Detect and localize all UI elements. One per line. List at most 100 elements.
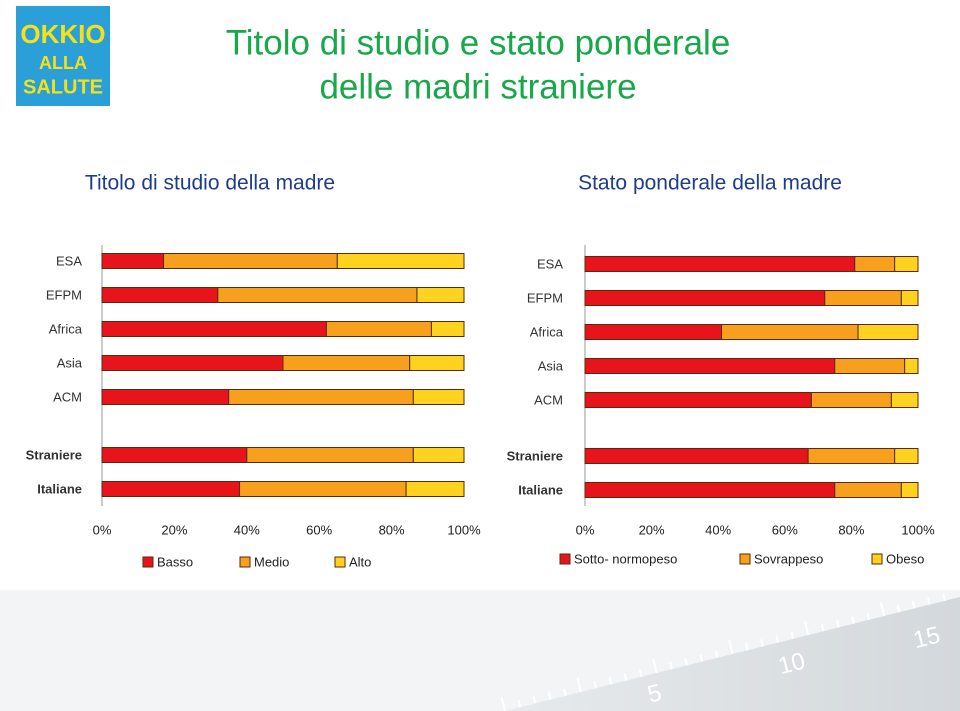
category-label: Africa [49, 321, 83, 336]
category-label: ESA [537, 256, 563, 271]
bar-segment [101, 389, 230, 405]
category-label: ACM [53, 389, 82, 404]
ruler-tick [851, 616, 855, 624]
ruler-label: 10 [775, 648, 807, 681]
x-tick-label: 100% [901, 522, 935, 537]
legend-label: Alto [349, 554, 371, 569]
bar-segment [900, 290, 919, 306]
ruler-tick [866, 612, 870, 621]
category-label: ESA [56, 253, 82, 268]
bar-segment [163, 253, 338, 269]
category-label: Asia [538, 358, 564, 373]
bar-segment [101, 253, 165, 269]
category-label: EFPM [527, 290, 563, 305]
bar-segment [894, 256, 919, 272]
logo: OKKIO ALLA SALUTE [16, 6, 110, 106]
category-label: ACM [534, 392, 563, 407]
bar-segment [101, 321, 327, 337]
legend-swatch [559, 553, 571, 565]
x-tick-label: 20% [639, 522, 665, 537]
bar-segment [584, 358, 836, 374]
ruler-tick [714, 650, 719, 659]
ruler-tick [745, 642, 749, 651]
category-label: Straniere [507, 448, 563, 463]
ruler-tick [652, 658, 658, 674]
x-tick-label: 60% [772, 522, 798, 537]
bar-segment [405, 481, 465, 497]
legend-label: Sotto- normopeso [574, 551, 677, 566]
category-label: EFPM [46, 287, 82, 302]
slide-title: Titolo di studio e stato ponderale [226, 23, 731, 62]
bar-segment [416, 287, 465, 303]
category-label: Italiane [37, 481, 82, 496]
ruler-tick [669, 661, 673, 670]
ruler-shade [0, 590, 960, 711]
legend-label: Medio [254, 554, 289, 569]
legend-swatch [239, 556, 251, 568]
ruler-tick [728, 639, 734, 655]
x-tick-label: 80% [379, 522, 405, 537]
legend-label: Sovrappeso [754, 551, 823, 566]
x-tick-label: 60% [306, 522, 332, 537]
category-label: Africa [530, 324, 564, 339]
bar-segment [584, 448, 809, 464]
chart: Titolo di studio della madre 0% 20% 40% 60% 8… [26, 172, 481, 570]
ruler-tick [775, 635, 779, 643]
legend-label: Obeso [886, 551, 924, 566]
bar-segment [721, 324, 859, 340]
category-label: Straniere [26, 447, 82, 462]
logo-text: ALLA [39, 53, 87, 73]
category-label: Italiane [518, 482, 563, 497]
bar-segment [412, 389, 465, 405]
bar-segment [239, 481, 407, 497]
x-tick-label: 0% [93, 522, 112, 537]
ruler-tick [879, 601, 886, 617]
bar-segment [101, 355, 284, 371]
chart: Stato ponderale della madre 0% 20% 40% 60% 80… [507, 172, 935, 567]
ruler-tick [547, 692, 552, 700]
x-tick-label: 80% [838, 522, 864, 537]
logo-text: OKKIO [20, 19, 105, 49]
legend-swatch [739, 553, 751, 565]
bar-segment [584, 392, 812, 408]
ruler-tick [699, 654, 704, 662]
bar-segment [584, 290, 826, 306]
bar-segment [336, 253, 465, 269]
bar-segment [834, 482, 902, 498]
bar-segment [807, 448, 896, 464]
ruler-tick [790, 631, 795, 640]
ruler-tick [608, 677, 613, 685]
ruler-tick [638, 669, 643, 678]
ruler-tick [576, 677, 582, 693]
ruler-tick [942, 593, 946, 602]
bar-segment [246, 447, 414, 463]
logo-box [16, 6, 110, 106]
bar-segment [894, 448, 919, 464]
logo-text: SALUTE [23, 76, 103, 98]
ruler-tick [623, 673, 628, 681]
bar-segment [854, 256, 896, 272]
ruler-tick [593, 680, 597, 689]
bar-segment [101, 447, 248, 463]
ruler-tick [911, 601, 916, 609]
x-tick-label: 20% [161, 522, 187, 537]
bar-segment [325, 321, 432, 337]
bar-segment [217, 287, 418, 303]
ruler-tick [836, 620, 840, 628]
chart-title: Stato ponderale della madre [578, 172, 842, 195]
x-tick-label: 100% [447, 522, 481, 537]
bar-segment [101, 481, 241, 497]
ruler-label: 5 [645, 679, 664, 708]
bar-segment [228, 389, 414, 405]
ruler-tick [563, 688, 567, 697]
ruler-tick [500, 696, 506, 711]
ruler-tick [820, 623, 825, 632]
legend-label: Basso [157, 554, 193, 569]
x-tick-label: 40% [705, 522, 731, 537]
ruler-tick [927, 597, 931, 605]
legend-swatch [142, 556, 154, 568]
ruler-tick [684, 658, 688, 666]
legend-swatch [871, 553, 883, 565]
chart-title: Titolo di studio della madre [85, 172, 335, 195]
